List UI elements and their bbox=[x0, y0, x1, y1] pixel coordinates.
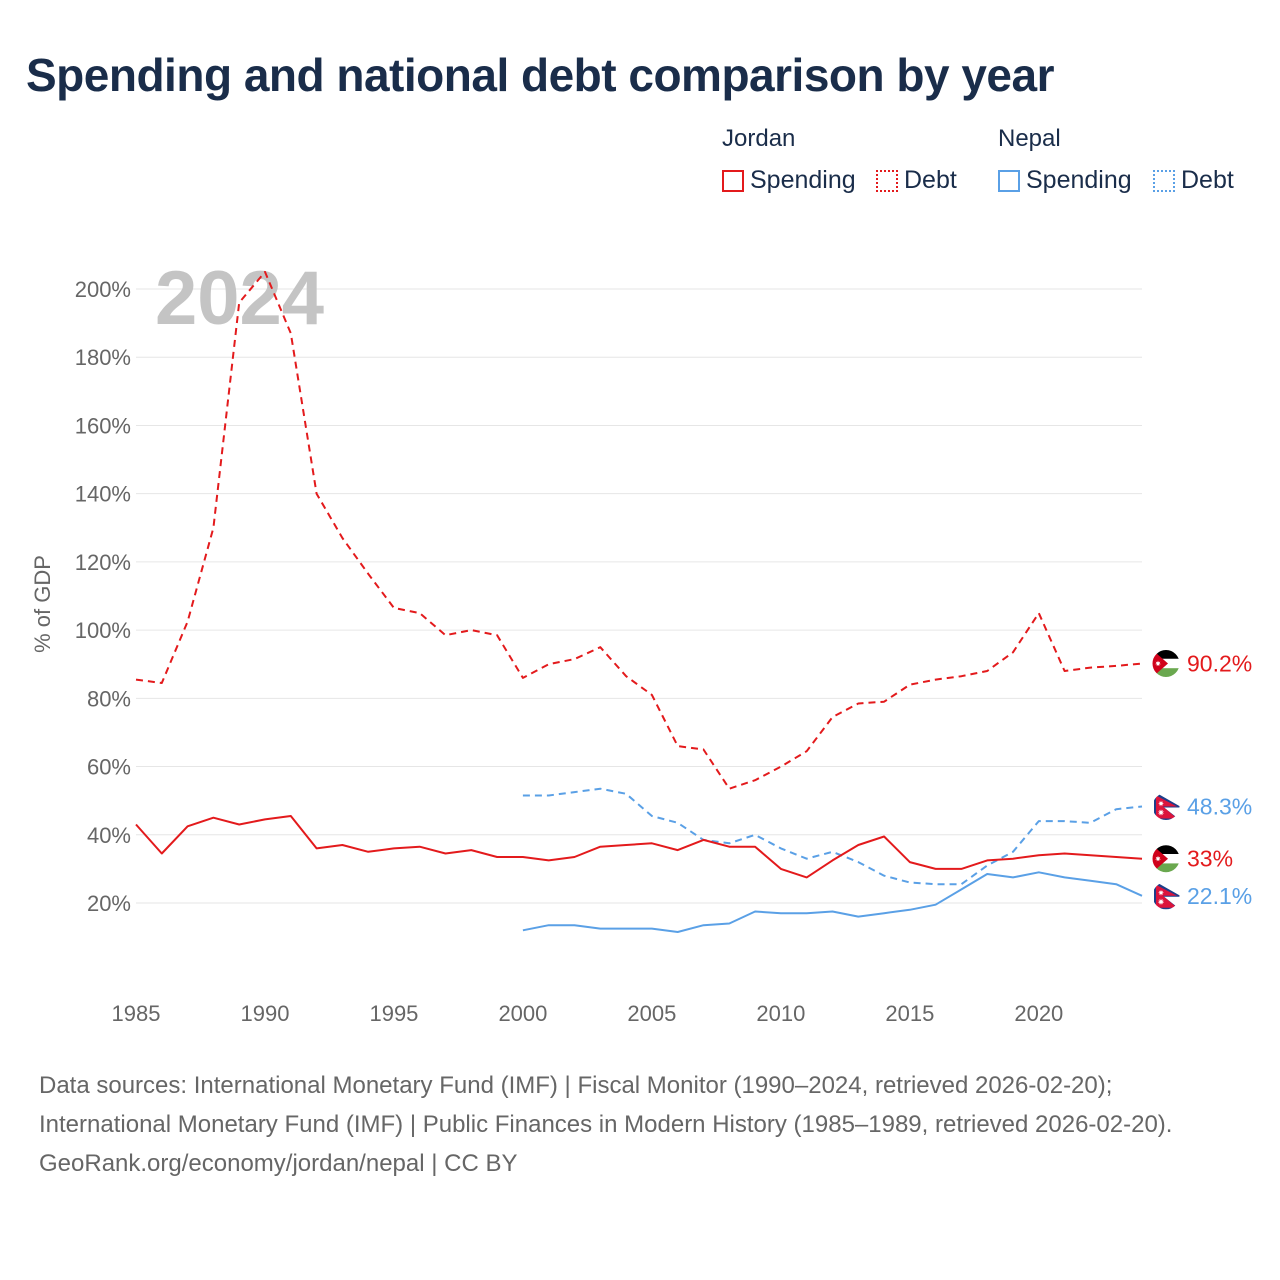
series-line-jordan-debt[interactable] bbox=[135, 270, 1143, 790]
x-tick-label: 2015 bbox=[885, 1001, 934, 1026]
x-tick-label: 2000 bbox=[498, 1001, 547, 1026]
legend-label: Debt bbox=[1181, 166, 1234, 194]
legend-swatch-solid bbox=[998, 169, 1020, 192]
legend-label: Spending bbox=[750, 166, 856, 194]
end-marker-nepal-debt bbox=[1151, 792, 1181, 821]
line-chart: 2024 % of GDP 20% 40% 60% 80% 100% 120% 140% 16… bbox=[30, 256, 1252, 1026]
end-value-label: 33% bbox=[1187, 846, 1233, 872]
flag-star bbox=[1155, 855, 1161, 862]
y-tick-label: 40% bbox=[87, 823, 131, 848]
y-tick-label: 60% bbox=[87, 755, 131, 780]
legend-jordan-spending[interactable]: Spending bbox=[722, 166, 856, 195]
year-watermark: 2024 bbox=[155, 256, 324, 341]
legend-group-jordan: Jordan bbox=[722, 125, 796, 152]
x-tick-label: 2005 bbox=[627, 1001, 676, 1026]
y-tick-label: 80% bbox=[87, 686, 131, 711]
end-value-label: 48.3% bbox=[1187, 794, 1252, 820]
x-tick-label: 1985 bbox=[112, 1001, 161, 1026]
end-marker-jordan-debt bbox=[1151, 649, 1181, 678]
flag-star bbox=[1158, 889, 1164, 896]
chart-title: Spending and national debt comparison by… bbox=[26, 49, 1055, 101]
series-line-nepal-spending[interactable] bbox=[522, 871, 1143, 933]
flag-star bbox=[1158, 800, 1164, 807]
legend-label: Debt bbox=[904, 166, 957, 194]
end-marker-nepal-spending bbox=[1151, 881, 1181, 911]
legend-swatch-dotted bbox=[876, 169, 898, 192]
legend-swatch-dotted bbox=[1153, 169, 1175, 192]
x-tick-label: 1995 bbox=[369, 1001, 418, 1026]
flag-star bbox=[1155, 660, 1161, 667]
y-tick-label: 160% bbox=[75, 413, 131, 438]
x-tick-label: 2010 bbox=[756, 1001, 805, 1026]
legend-jordan-debt[interactable]: Debt bbox=[876, 166, 957, 195]
data-sources: Data sources: International Monetary Fun… bbox=[39, 1072, 1173, 1138]
legend-label: Spending bbox=[1026, 166, 1132, 194]
legend-nepal-debt[interactable]: Debt bbox=[1153, 166, 1234, 195]
legend-nepal-spending[interactable]: Spending bbox=[998, 166, 1132, 195]
end-value-label: 90.2% bbox=[1187, 651, 1252, 677]
end-value-label: 22.1% bbox=[1187, 883, 1252, 909]
nepal-flag-icon bbox=[1152, 792, 1180, 821]
y-tick-label: 140% bbox=[75, 482, 131, 507]
end-marker-jordan-spending bbox=[1151, 844, 1181, 874]
y-tick-label: 120% bbox=[75, 550, 131, 575]
y-axis-title: % of GDP bbox=[30, 555, 55, 653]
footer: Data sources: International Monetary Fun… bbox=[39, 1066, 1239, 1183]
y-tick-label: 20% bbox=[87, 891, 131, 916]
legend-swatch-solid bbox=[722, 169, 744, 192]
flag-star bbox=[1157, 898, 1165, 906]
y-tick-label: 100% bbox=[75, 618, 131, 643]
y-tick-label: 200% bbox=[75, 277, 131, 302]
series-line-jordan-spending[interactable] bbox=[135, 815, 1143, 879]
credit-link[interactable]: GeoRank.org/economy/jordan/nepal | CC BY bbox=[39, 1150, 518, 1177]
flag-star bbox=[1157, 809, 1165, 816]
series-line-nepal-debt[interactable] bbox=[522, 787, 1143, 886]
jordan-flag-icon bbox=[1152, 649, 1180, 678]
x-tick-label: 1990 bbox=[240, 1001, 289, 1026]
jordan-flag-icon bbox=[1152, 844, 1180, 873]
nepal-flag-icon bbox=[1152, 881, 1180, 910]
legend-group-nepal: Nepal bbox=[998, 125, 1061, 152]
x-tick-label: 2020 bbox=[1014, 1001, 1063, 1026]
y-tick-label: 180% bbox=[75, 345, 131, 370]
